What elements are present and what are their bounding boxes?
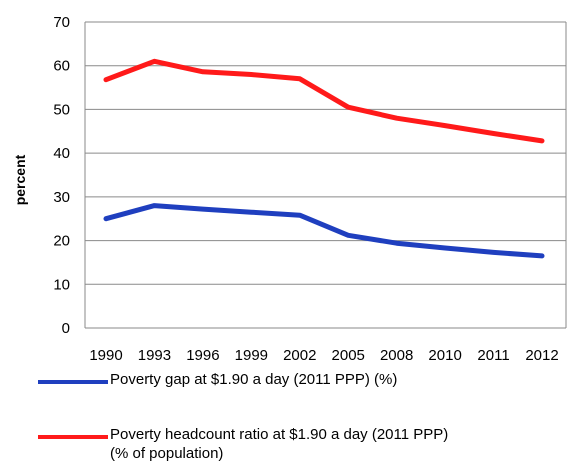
y-tick-70: 70 — [53, 14, 70, 31]
x-tick-2012: 2012 — [525, 347, 558, 364]
y-axis-label: percent — [12, 154, 28, 205]
legend-label-headcount-line2: (% of population) — [110, 445, 224, 462]
y-tick-50: 50 — [53, 101, 70, 118]
y-tick-30: 30 — [53, 189, 70, 206]
y-tick-0: 0 — [62, 320, 70, 337]
y-tick-labels: 0 10 20 30 40 50 60 70 — [53, 14, 70, 337]
x-tick-2005: 2005 — [332, 347, 365, 364]
x-tick-1993: 1993 — [138, 347, 171, 364]
y-tick-10: 10 — [53, 276, 70, 293]
x-tick-1999: 1999 — [235, 347, 268, 364]
x-tick-2002: 2002 — [283, 347, 316, 364]
y-tick-40: 40 — [53, 145, 70, 162]
legend-swatch-blue — [38, 380, 108, 384]
series-lines — [103, 58, 545, 259]
legend-swatch-red — [38, 435, 108, 439]
y-tick-20: 20 — [53, 233, 70, 250]
x-tick-2008: 2008 — [380, 347, 413, 364]
legend-label-headcount-ratio: Poverty headcount ratio at $1.90 a day (… — [110, 425, 570, 463]
x-tick-labels: 1990 1993 1996 1999 2002 2005 2008 2010 2011 2012 — [89, 347, 558, 364]
x-tick-1996: 1996 — [186, 347, 219, 364]
series-line-headcount-ratio — [103, 58, 545, 144]
x-tick-2010: 2010 — [428, 347, 461, 364]
axes — [84, 22, 567, 329]
series-line-poverty-gap — [103, 203, 545, 259]
legend-label-poverty-gap: Poverty gap at $1.90 a day (2011 PPP) (%… — [110, 371, 398, 388]
legend-label-headcount-line1: Poverty headcount ratio at $1.90 a day (… — [110, 426, 449, 443]
y-tick-60: 60 — [53, 58, 70, 75]
x-tick-1990: 1990 — [89, 347, 122, 364]
x-tick-2011: 2011 — [477, 347, 509, 364]
